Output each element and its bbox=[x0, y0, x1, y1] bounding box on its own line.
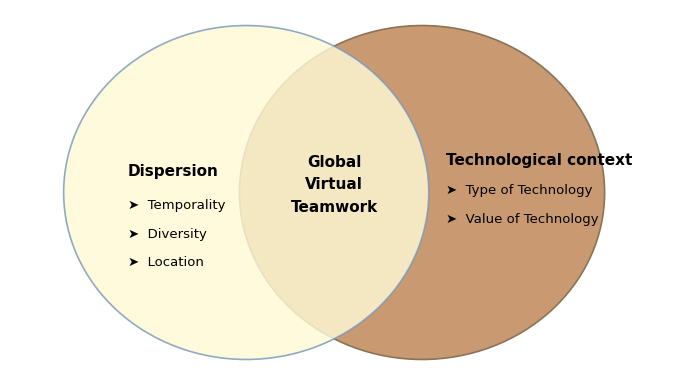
Ellipse shape bbox=[240, 25, 605, 360]
Text: Technological context: Technological context bbox=[446, 153, 632, 168]
Text: Dispersion: Dispersion bbox=[128, 164, 219, 179]
Text: ➤  Location: ➤ Location bbox=[128, 256, 203, 269]
Ellipse shape bbox=[64, 25, 429, 360]
Text: ➤  Diversity: ➤ Diversity bbox=[128, 228, 207, 241]
Text: ➤  Type of Technology: ➤ Type of Technology bbox=[446, 184, 593, 197]
Text: ➤  Temporality: ➤ Temporality bbox=[128, 199, 225, 212]
Text: Global
Virtual
Teamwork: Global Virtual Teamwork bbox=[290, 155, 377, 214]
Text: ➤  Value of Technology: ➤ Value of Technology bbox=[446, 213, 598, 226]
